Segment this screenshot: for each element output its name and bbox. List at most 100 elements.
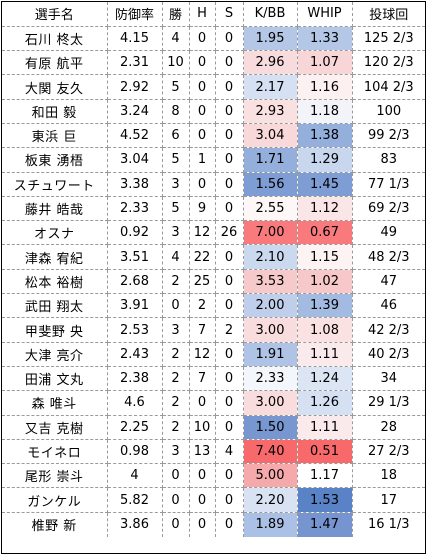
- wins-cell[interactable]: 10: [161, 50, 190, 76]
- era-cell[interactable]: 4.6: [106, 390, 163, 416]
- saves-cell[interactable]: 0: [214, 511, 244, 537]
- era-cell[interactable]: 3.24: [106, 98, 163, 124]
- whip-cell[interactable]: 1.53: [296, 487, 353, 513]
- holds-cell[interactable]: 1: [188, 147, 216, 173]
- era-cell[interactable]: 2.33: [106, 195, 163, 222]
- whip-cell[interactable]: 1.16: [296, 74, 353, 100]
- era-cell[interactable]: 3.04: [106, 147, 163, 173]
- kbb-cell[interactable]: 1.89: [242, 511, 298, 537]
- saves-cell[interactable]: 0: [214, 25, 244, 52]
- saves-cell[interactable]: 0: [214, 195, 244, 222]
- saves-cell[interactable]: 0: [214, 50, 244, 76]
- kbb-cell[interactable]: 3.00: [242, 317, 298, 343]
- era-cell[interactable]: 2.43: [106, 341, 163, 367]
- wins-cell[interactable]: 2: [161, 414, 190, 440]
- saves-cell[interactable]: 0: [214, 414, 244, 440]
- player-name-cell[interactable]: 田浦 文丸: [2, 365, 108, 392]
- player-name-cell[interactable]: 又吉 克樹: [2, 414, 108, 440]
- innings-cell[interactable]: 77 1/3: [351, 171, 425, 197]
- saves-cell[interactable]: 0: [214, 98, 244, 124]
- wins-cell[interactable]: 3: [161, 220, 190, 246]
- innings-cell[interactable]: 29 1/3: [351, 390, 425, 416]
- innings-cell[interactable]: 34: [351, 365, 425, 392]
- player-name-cell[interactable]: 尾形 崇斗: [2, 463, 108, 489]
- innings-cell[interactable]: 99 2/3: [351, 122, 425, 149]
- wins-cell[interactable]: 8: [161, 98, 190, 124]
- innings-cell[interactable]: 49: [351, 220, 425, 246]
- saves-cell[interactable]: 0: [214, 341, 244, 367]
- kbb-cell[interactable]: 1.91: [242, 341, 298, 367]
- whip-cell[interactable]: 0.51: [296, 438, 353, 465]
- innings-cell[interactable]: 42 2/3: [351, 317, 425, 343]
- wins-cell[interactable]: 2: [161, 268, 190, 295]
- whip-cell[interactable]: 1.07: [296, 50, 353, 76]
- kbb-cell[interactable]: 7.40: [242, 438, 298, 465]
- whip-cell[interactable]: 1.33: [296, 25, 353, 52]
- innings-cell[interactable]: 17: [351, 487, 425, 513]
- holds-cell[interactable]: 22: [188, 244, 216, 270]
- holds-cell[interactable]: 0: [188, 463, 216, 489]
- player-name-cell[interactable]: 和田 毅: [2, 98, 108, 124]
- era-cell[interactable]: 3.86: [106, 511, 163, 537]
- holds-cell[interactable]: 0: [188, 50, 216, 76]
- kbb-cell[interactable]: 7.00: [242, 220, 298, 246]
- whip-cell[interactable]: 1.29: [296, 147, 353, 173]
- saves-cell[interactable]: 0: [214, 147, 244, 173]
- era-cell[interactable]: 2.53: [106, 317, 163, 343]
- holds-cell[interactable]: 0: [188, 171, 216, 197]
- era-cell[interactable]: 4.52: [106, 122, 163, 149]
- player-name-cell[interactable]: 甲斐野 央: [2, 317, 108, 343]
- holds-cell[interactable]: 0: [188, 25, 216, 52]
- holds-cell[interactable]: 0: [188, 98, 216, 124]
- era-cell[interactable]: 2.92: [106, 74, 163, 100]
- player-name-cell[interactable]: オスナ: [2, 220, 108, 246]
- kbb-cell[interactable]: 3.00: [242, 390, 298, 416]
- whip-cell[interactable]: 1.08: [296, 317, 353, 343]
- kbb-cell[interactable]: 2.20: [242, 487, 298, 513]
- holds-cell[interactable]: 0: [188, 487, 216, 513]
- whip-cell[interactable]: 1.15: [296, 244, 353, 270]
- wins-cell[interactable]: 3: [161, 171, 190, 197]
- whip-cell[interactable]: 1.18: [296, 98, 353, 124]
- era-cell[interactable]: 4: [106, 463, 163, 489]
- wins-cell[interactable]: 0: [161, 463, 190, 489]
- kbb-cell[interactable]: 3.53: [242, 268, 298, 295]
- whip-cell[interactable]: 1.11: [296, 414, 353, 440]
- player-name-cell[interactable]: 板東 湧梧: [2, 147, 108, 173]
- era-cell[interactable]: 5.82: [106, 487, 163, 513]
- innings-cell[interactable]: 104 2/3: [351, 74, 425, 100]
- wins-cell[interactable]: 4: [161, 25, 190, 52]
- whip-cell[interactable]: 1.45: [296, 171, 353, 197]
- era-cell[interactable]: 0.98: [106, 438, 163, 465]
- player-name-cell[interactable]: 松本 裕樹: [2, 268, 108, 295]
- player-name-cell[interactable]: 東浜 巨: [2, 122, 108, 149]
- saves-cell[interactable]: 4: [214, 438, 244, 465]
- saves-cell[interactable]: 0: [214, 487, 244, 513]
- holds-cell[interactable]: 10: [188, 414, 216, 440]
- whip-cell[interactable]: 1.47: [296, 511, 353, 537]
- innings-cell[interactable]: 83: [351, 147, 425, 173]
- kbb-cell[interactable]: 1.56: [242, 171, 298, 197]
- wins-cell[interactable]: 4: [161, 244, 190, 270]
- wins-cell[interactable]: 2: [161, 365, 190, 392]
- wins-cell[interactable]: 5: [161, 74, 190, 100]
- header-name[interactable]: 選手名: [2, 2, 108, 27]
- whip-cell[interactable]: 1.12: [296, 195, 353, 222]
- header-innings[interactable]: 投球回: [351, 2, 425, 27]
- saves-cell[interactable]: 0: [214, 293, 244, 319]
- innings-cell[interactable]: 28: [351, 414, 425, 440]
- wins-cell[interactable]: 3: [161, 317, 190, 343]
- header-era[interactable]: 防御率: [106, 2, 163, 27]
- innings-cell[interactable]: 48 2/3: [351, 244, 425, 270]
- wins-cell[interactable]: 2: [161, 390, 190, 416]
- kbb-cell[interactable]: 1.71: [242, 147, 298, 173]
- whip-cell[interactable]: 1.38: [296, 122, 353, 149]
- kbb-cell[interactable]: 2.10: [242, 244, 298, 270]
- holds-cell[interactable]: 0: [188, 74, 216, 100]
- saves-cell[interactable]: 2: [214, 317, 244, 343]
- header-kbb[interactable]: K/BB: [242, 2, 298, 27]
- holds-cell[interactable]: 2: [188, 293, 216, 319]
- holds-cell[interactable]: 0: [188, 390, 216, 416]
- innings-cell[interactable]: 18: [351, 463, 425, 489]
- era-cell[interactable]: 3.91: [106, 293, 163, 319]
